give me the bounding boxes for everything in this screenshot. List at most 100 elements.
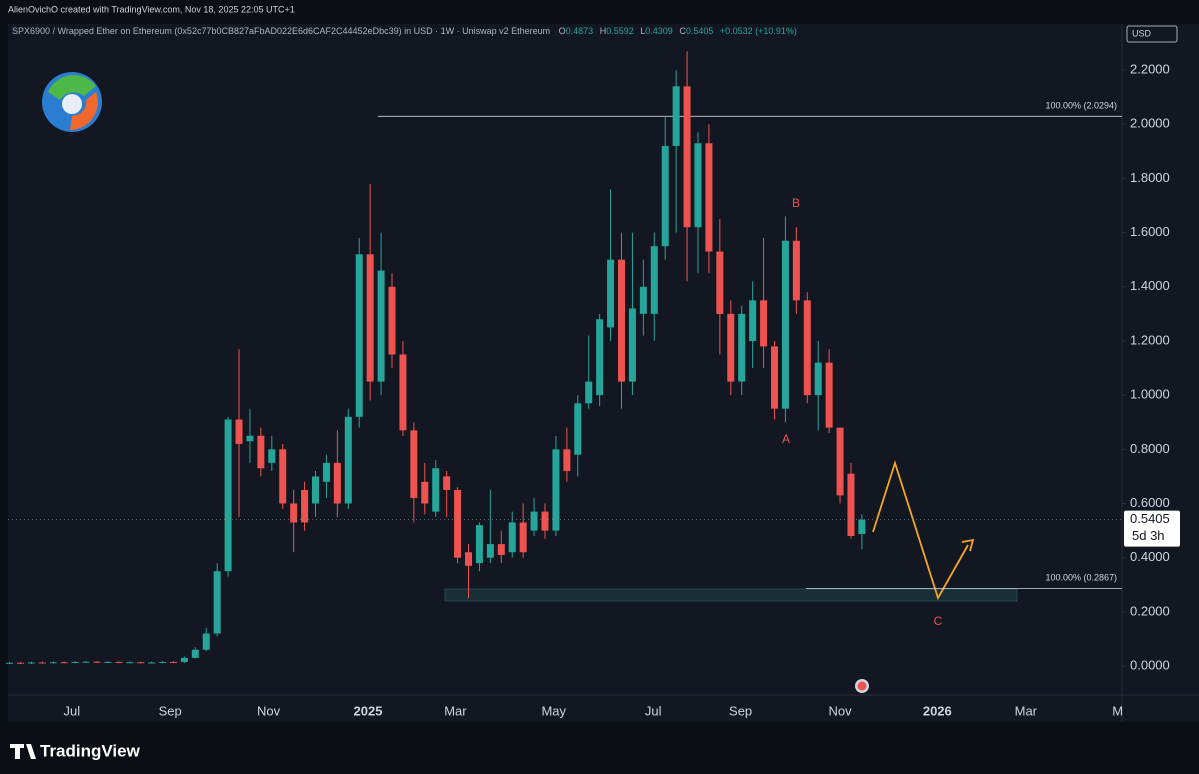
x-tick-label: 2026 [923,703,952,718]
plot-area [8,24,1122,722]
candle-body [508,522,516,553]
x-tick-label: Jul [645,703,662,718]
candle-body [541,511,549,531]
y-tick-label: 0.6000 [1130,495,1170,510]
candle-body [749,300,757,341]
candle-body [738,313,746,382]
candle-body [781,240,789,409]
candle-body [825,362,833,428]
candle-body [727,313,735,382]
ohlc-label: C [679,26,686,36]
candle-body [246,435,254,442]
event-icon-inner [857,681,867,691]
brand: TradingView [40,741,141,760]
x-tick-label: May [541,703,566,718]
candle-body [672,86,680,146]
candle-body [60,662,68,664]
last-price-box [1124,510,1180,547]
candle-body [639,286,647,314]
candle-body [235,419,243,444]
candle-body [574,403,582,455]
candle-body [93,661,101,663]
candle-body [49,662,57,664]
ohlc-value: 0.4873 [566,26,594,36]
candle-body [159,661,167,663]
y-tick-label: 0.8000 [1130,441,1170,456]
symbol-info: SPX6900 / Wrapped Ether on Ethereum (0x5… [12,26,797,36]
projection-arrow [961,538,975,552]
candle-body [333,462,341,504]
projection-path [872,460,969,601]
candle-body [552,449,560,531]
price-axis [1122,24,1199,722]
candle-body [268,449,276,463]
y-tick-label: 0.0000 [1130,657,1170,672]
level-label: 100.00% (0.2867) [1045,573,1117,583]
candle-body [180,657,188,662]
candle-body [377,270,385,382]
candle-body [858,519,866,535]
candle-body [617,259,625,382]
ohlc-label: L [640,26,645,36]
ohlc-value: 0.4309 [645,26,673,36]
candle-body [290,503,298,523]
y-tick-label: 1.4000 [1130,278,1170,293]
candle-body [104,661,112,663]
candle-body [279,449,287,504]
candle-body [628,308,636,382]
x-tick-label: Mar [444,703,467,718]
candle-body [115,661,123,663]
candle-body [344,416,352,504]
candle-body [705,143,713,252]
candle-body [169,661,177,663]
credit: AlienOvichO created with TradingView.com… [8,4,295,14]
candle-body [399,354,407,431]
candle-body [38,662,46,664]
level-label: 100.00% (2.0294) [1045,101,1117,111]
brand-logo [10,744,36,759]
candle-body [312,476,320,504]
ohlc-label: O [559,26,566,36]
currency-box[interactable] [1126,25,1178,43]
candle-body [847,473,855,536]
y-tick-label: 2.0000 [1130,116,1170,131]
x-tick-label: Jul [64,703,81,718]
candle-body [661,145,669,247]
change: +0.0532 (+10.91%) [720,26,797,36]
candle-body [650,246,658,314]
candle-body [454,489,462,558]
y-tick-label: 1.6000 [1130,224,1170,239]
candle-body [716,251,724,314]
candle-body [519,522,527,553]
candle-body [213,571,221,634]
candle-body [814,362,822,396]
candle-body [596,319,604,396]
candle-body [486,544,494,558]
candle-body [388,286,396,355]
y-tick-label: 0.4000 [1130,549,1170,564]
candle-body [421,481,429,504]
candle-body [607,259,615,328]
symbol: SPX6900 / Wrapped Ether on Ethereum (0x5… [12,26,550,36]
candle-body [301,489,309,523]
demand-zone [444,588,1018,602]
candle-body [322,462,330,482]
ohlc-label: H [600,26,607,36]
candle-body [16,662,24,664]
x-tick-label: Sep [729,703,752,718]
candle-body [191,649,199,658]
footer [0,735,1199,774]
y-tick-label: 2.2000 [1130,62,1170,77]
ohlc-value: 0.5405 [686,26,714,36]
candle-body [760,300,768,347]
wave-label: C [934,614,943,628]
y-tick-label: 1.8000 [1130,170,1170,185]
candle-body [530,511,538,531]
x-tick-label: Nov [257,703,281,718]
logo [42,72,102,132]
candle-body [694,143,702,228]
candle-body [82,661,90,663]
candle-body [770,346,778,409]
